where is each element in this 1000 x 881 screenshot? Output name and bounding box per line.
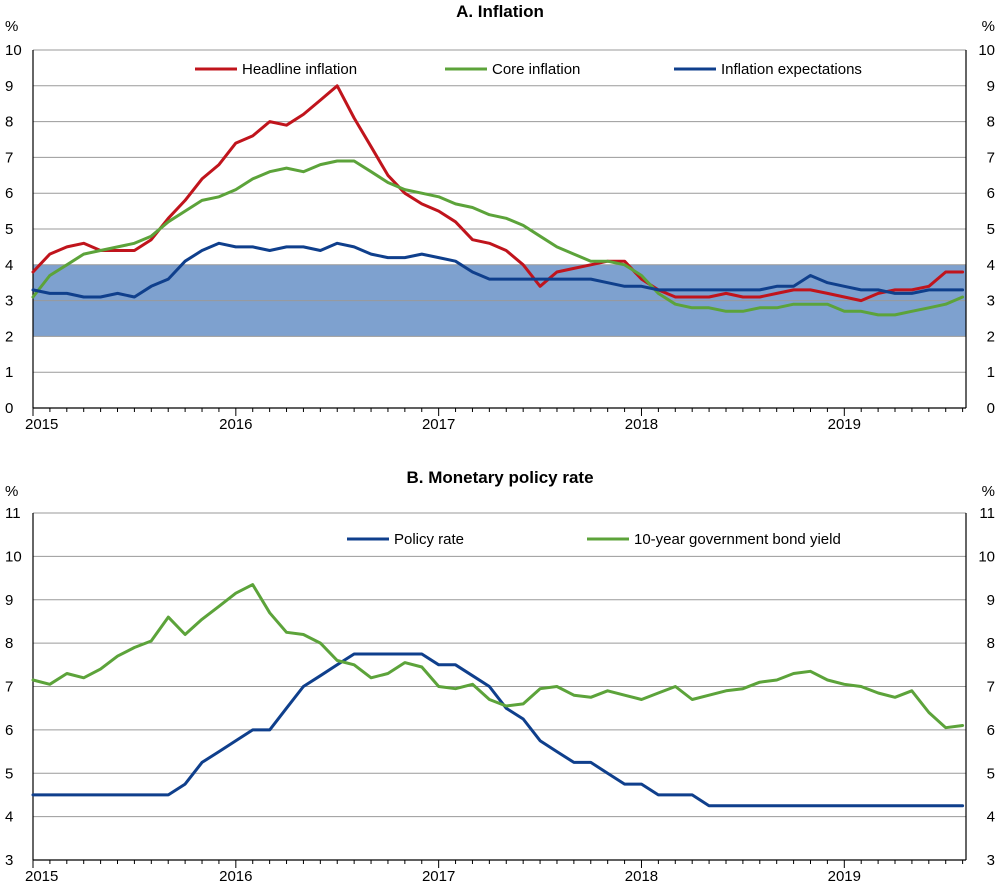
y-tick-label-right: 3 (987, 293, 995, 310)
y-tick-label-left: 3 (5, 293, 13, 310)
legend-label: 10-year government bond yield (634, 531, 841, 548)
y-tick-label-left: 7 (5, 149, 13, 166)
y-tick-label-left: 4 (5, 809, 13, 826)
y-tick-label-left: 5 (5, 221, 13, 238)
panel-monetary-policy-rate: B. Monetary policy rate% % 3 3 4 4 5 5 6 6 7 7 8 8 9 9 1… (5, 468, 995, 881)
y-tick-label-right: 8 (987, 114, 995, 131)
x-tick-label: 2017 (422, 416, 455, 433)
x-tick-label: 2016 (219, 416, 252, 433)
chart-title: A. Inflation (456, 2, 544, 21)
y-tick-label-right: 9 (987, 592, 995, 609)
legend-label: Policy rate (394, 531, 464, 548)
panel-inflation: A. Inflation% % 0 0 1 1 2 2 3 3 4 4 5 5 6 6 7 7 8 8 9 9 10 10 20… (5, 2, 995, 433)
y-axis-unit-right: % (982, 18, 995, 35)
y-tick-label-right: 0 (987, 400, 995, 417)
y-tick-label-left: 4 (5, 257, 13, 274)
legend-label: Headline inflation (242, 61, 357, 78)
y-tick-label-left: 7 (5, 679, 13, 696)
y-axis-unit-right: % (982, 483, 995, 500)
y-tick-label-right: 7 (987, 149, 995, 166)
y-tick-label-right: 11 (979, 505, 995, 522)
series-line-policy-rate (31, 652, 965, 808)
y-tick-label-right: 8 (987, 635, 995, 652)
x-tick-label: 2019 (828, 416, 861, 433)
legend-label: Inflation expectations (721, 61, 862, 78)
y-tick-label-right: 3 (987, 852, 995, 869)
y-axis-unit-left: % (5, 18, 18, 35)
y-tick-label-right: 5 (987, 765, 995, 782)
y-tick-label-left: 3 (5, 852, 13, 869)
y-axis-unit-left: % (5, 483, 18, 500)
y-tick-label-right: 4 (987, 809, 995, 826)
y-tick-label-right: 10 (978, 548, 995, 565)
x-tick-label: 2018 (625, 868, 658, 881)
chart-title: B. Monetary policy rate (406, 468, 593, 487)
x-tick-label: 2015 (25, 416, 58, 433)
y-tick-label-left: 1 (5, 364, 13, 381)
y-tick-label-left: 6 (5, 722, 13, 739)
y-tick-label-left: 8 (5, 635, 13, 652)
y-tick-label-left: 9 (5, 592, 13, 609)
y-tick-label-right: 9 (987, 78, 995, 95)
y-tick-label-left: 9 (5, 78, 13, 95)
x-tick-label: 2019 (828, 868, 861, 881)
y-tick-label-right: 1 (987, 364, 995, 381)
x-tick-label: 2015 (25, 868, 58, 881)
y-tick-label-right: 5 (987, 221, 995, 238)
legend-label: Core inflation (492, 61, 580, 78)
series-line-headline-inflation (31, 84, 965, 303)
y-tick-label-left: 8 (5, 114, 13, 131)
y-tick-label-right: 6 (987, 185, 995, 202)
y-tick-label-left: 5 (5, 765, 13, 782)
y-tick-label-right: 7 (987, 679, 995, 696)
x-tick-label: 2017 (422, 868, 455, 881)
y-tick-label-left: 2 (5, 328, 13, 345)
x-tick-label: 2018 (625, 416, 658, 433)
y-tick-label-right: 6 (987, 722, 995, 739)
y-tick-label-left: 0 (5, 400, 13, 417)
y-tick-label-left: 10 (5, 548, 22, 565)
y-tick-label-right: 2 (987, 328, 995, 345)
series-line-core-inflation (31, 159, 965, 317)
y-tick-label-left: 11 (5, 505, 21, 522)
y-tick-label-right: 10 (978, 42, 995, 59)
series-line-10-year-government-bond-yield (31, 583, 965, 730)
y-tick-label-right: 4 (987, 257, 995, 274)
x-tick-label: 2016 (219, 868, 252, 881)
y-tick-label-left: 10 (5, 42, 22, 59)
y-tick-label-left: 6 (5, 185, 13, 202)
series-line-inflation-expectations (31, 241, 965, 299)
